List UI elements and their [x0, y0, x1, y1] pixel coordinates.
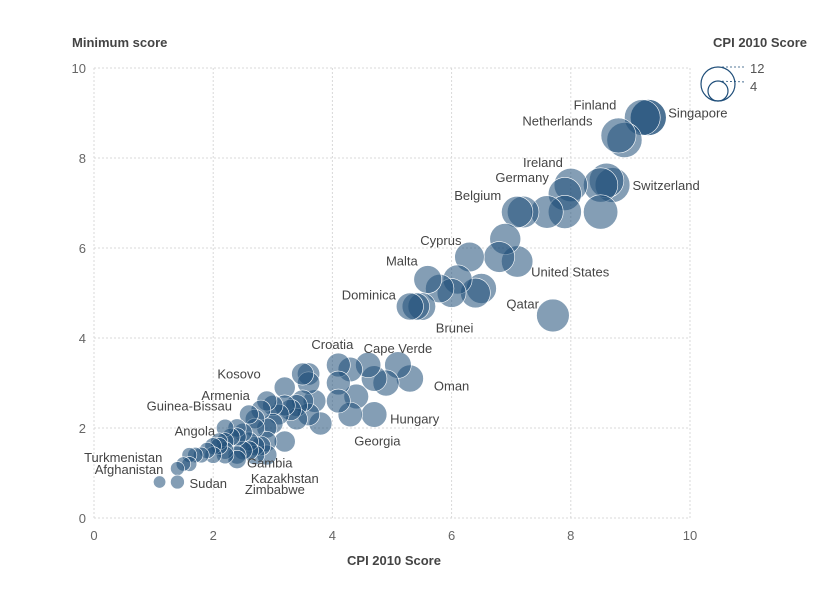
point-label: Cape Verde	[364, 341, 433, 356]
x-tick-label: 6	[448, 528, 455, 543]
point-label: Zimbabwe	[245, 482, 305, 497]
legend-callout-line	[717, 80, 747, 83]
y-tick-label: 8	[79, 151, 86, 166]
point-label: Finland	[574, 98, 617, 113]
point-label: Dominica	[342, 288, 397, 303]
point-label: Brunei	[436, 321, 474, 336]
legend-size-label: 12	[750, 61, 764, 76]
tick-layer: 0 2 4 6 8 10 0 2 4 6 8 10	[72, 61, 698, 543]
point-label: Cyprus	[420, 233, 462, 248]
x-tick-label: 2	[210, 528, 217, 543]
point-label: Armenia	[201, 388, 250, 403]
point-label: Georgia	[354, 434, 401, 449]
point-label: Qatar	[506, 297, 539, 312]
x-tick-label: 10	[683, 528, 697, 543]
point-label: Oman	[434, 379, 469, 394]
y-tick-label: 6	[79, 241, 86, 256]
legend-circle	[707, 80, 729, 102]
x-tick-label: 8	[567, 528, 574, 543]
point-label: Angola	[175, 424, 216, 439]
point-label: Sudan	[189, 476, 227, 491]
x-tick-label: 0	[90, 528, 97, 543]
bubble-point	[501, 195, 534, 229]
point-label: Turkmenistan	[84, 450, 162, 465]
point-label: Croatia	[311, 337, 354, 352]
y-tick-label: 0	[79, 511, 86, 526]
point-label: Netherlands	[522, 114, 593, 129]
bubble-point	[361, 401, 388, 428]
point-label: Afghanistan	[95, 462, 164, 477]
bubble-point	[291, 362, 314, 386]
bubble-layer	[153, 99, 667, 490]
y-axis-title: Minimum score	[72, 35, 167, 50]
bubble-point	[395, 292, 424, 321]
x-tick-label: 4	[329, 528, 336, 543]
legend-size-label: 4	[750, 79, 757, 94]
bubble-point	[273, 430, 296, 453]
legend-circle	[700, 66, 736, 102]
size-legend: CPI 2010 Score 12 4	[700, 35, 807, 102]
bubble-point	[170, 474, 185, 490]
y-tick-label: 10	[72, 61, 86, 76]
point-label: Guinea-Bissau	[147, 399, 232, 414]
x-axis-title: CPI 2010 Score	[347, 553, 441, 568]
point-label: Kazakhstan	[251, 471, 319, 486]
y-tick-label: 4	[79, 331, 86, 346]
point-label: Switzerland	[633, 178, 700, 193]
point-label: Belgium	[454, 188, 501, 203]
bubble-point	[326, 388, 351, 414]
bubble-point	[413, 265, 443, 294]
point-label: United States	[531, 265, 610, 280]
bubble-point	[536, 298, 570, 333]
point-label: Gambia	[247, 456, 293, 471]
bubble-point	[583, 194, 619, 230]
point-label: Kosovo	[217, 367, 260, 382]
point-label: Singapore	[668, 106, 727, 121]
bubble-point	[600, 117, 637, 154]
point-label: Malta	[386, 254, 419, 269]
y-tick-label: 2	[79, 421, 86, 436]
bubble-point	[239, 404, 259, 425]
point-label: Hungary	[390, 412, 440, 427]
point-label: Germany	[495, 170, 549, 185]
point-label: Ireland	[523, 155, 563, 170]
legend-title: CPI 2010 Score	[713, 35, 807, 50]
bubble-point	[483, 241, 515, 273]
bubble-point	[153, 475, 167, 489]
bubble-point	[170, 461, 185, 476]
